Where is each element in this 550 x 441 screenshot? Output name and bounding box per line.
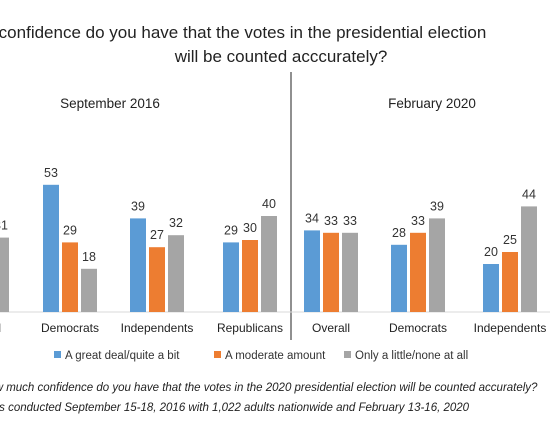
bar-september-2016-independents-a-moderate-amount (149, 247, 165, 312)
value-label-september-2016-republicans-only-a-little-none-at-all: 40 (262, 197, 276, 211)
bar-february-2020-independents-only-a-little-none-at-all (521, 206, 537, 312)
category-labels-group: Overall Democrats Independents Republicans O… (0, 321, 546, 335)
value-label-february-2020-independents-only-a-little-none-at-all: 44 (522, 187, 536, 201)
value-label-february-2020-democrats-a-moderate-amount: 33 (411, 214, 425, 228)
chart-title-line-1: How much confidence do you have that the… (0, 23, 486, 42)
value-label-september-2016-independents-a-moderate-amount: 27 (150, 228, 164, 242)
value-label-september-2016-democrats-a-moderate-amount: 29 (63, 223, 77, 237)
bar-february-2020-independents-a-moderate-amount (502, 252, 518, 312)
bar-september-2016-republicans-only-a-little-none-at-all (261, 216, 277, 312)
panel-label-sep-2016: September 2016 (60, 96, 160, 111)
value-label-september-2016-democrats-only-a-little-none-at-all: 18 (82, 250, 96, 264)
bar-february-2020-overall-only-a-little-none-at-all (342, 232, 358, 312)
value-label-february-2020-overall-a-moderate-amount: 33 (324, 214, 338, 228)
bar-february-2020-democrats-a-moderate-amount (410, 232, 426, 312)
bars-group (0, 184, 537, 312)
footnote-question: How much confidence do you have that the… (0, 382, 538, 394)
value-label-september-2016-independents-a-great-deal-quite-a-bit: 39 (131, 199, 145, 213)
value-label-september-2016-republicans-a-great-deal-quite-a-bit: 29 (224, 223, 238, 237)
category-label-democrats: Democrats (41, 321, 99, 335)
bar-september-2016-independents-only-a-little-none-at-all (168, 235, 184, 312)
legend: A great deal/quite a bit A moderate amoun… (54, 350, 468, 362)
value-label-february-2020-independents-a-moderate-amount: 25 (503, 233, 517, 247)
legend-label-only-a-little-none-at-all: Only a little/none at all (355, 350, 468, 362)
bar-february-2020-democrats-a-great-deal-quite-a-bit (391, 244, 407, 312)
value-label-february-2020-democrats-a-great-deal-quite-a-bit: 28 (392, 226, 406, 240)
category-label-republicans: Republicans (217, 321, 283, 335)
value-label-september-2016-overall-only-a-little-none-at-all: 31 (0, 219, 8, 233)
footnote-method: Polls conducted September 15-18, 2016 wi… (0, 402, 470, 414)
legend-swatch-a-moderate-amount (214, 351, 221, 358)
bar-september-2016-republicans-a-moderate-amount (242, 240, 258, 312)
bar-september-2016-republicans-a-great-deal-quite-a-bit (223, 242, 239, 312)
legend-label-a-moderate-amount: A moderate amount (225, 350, 326, 362)
bar-september-2016-democrats-a-moderate-amount (62, 242, 78, 312)
value-label-september-2016-democrats-a-great-deal-quite-a-bit: 53 (44, 166, 58, 180)
panel-label-feb-2020: February 2020 (388, 96, 476, 111)
legend-label-a-great-deal-quite-a-bit: A great deal/quite a bit (65, 350, 180, 362)
chart-title-line-2: will be counted acccurately? (174, 47, 388, 66)
value-label-february-2020-overall-a-great-deal-quite-a-bit: 34 (305, 211, 319, 225)
bar-february-2020-democrats-only-a-little-none-at-all (429, 218, 445, 312)
category-label-independents: Independents (474, 321, 547, 335)
value-label-february-2020-overall-only-a-little-none-at-all: 33 (343, 214, 357, 228)
category-label-overall: Overall (312, 321, 350, 335)
bar-february-2020-independents-a-great-deal-quite-a-bit (483, 264, 499, 312)
value-label-september-2016-republicans-a-moderate-amount: 30 (243, 221, 257, 235)
category-label-overall: Overall (0, 321, 1, 335)
category-label-democrats: Democrats (389, 321, 447, 335)
category-label-independents: Independents (121, 321, 194, 335)
bar-february-2020-overall-a-great-deal-quite-a-bit (304, 230, 320, 312)
bar-september-2016-democrats-only-a-little-none-at-all (81, 268, 97, 312)
bar-september-2016-independents-a-great-deal-quite-a-bit (130, 218, 146, 312)
bar-september-2016-overall-only-a-little-none-at-all (0, 237, 9, 312)
value-label-september-2016-independents-only-a-little-none-at-all: 32 (169, 216, 183, 230)
bar-february-2020-overall-a-moderate-amount (323, 232, 339, 312)
value-labels-group: 31 53 29 18 39 27 32 29 30 40 34 33 33 28 33 39 20 25 44 (0, 166, 536, 264)
legend-swatch-a-great-deal-quite-a-bit (54, 351, 61, 358)
legend-swatch-only-a-little-none-at-all (344, 351, 351, 358)
bar-september-2016-democrats-a-great-deal-quite-a-bit (43, 184, 59, 312)
value-label-february-2020-democrats-only-a-little-none-at-all: 39 (430, 199, 444, 213)
value-label-february-2020-independents-a-great-deal-quite-a-bit: 20 (484, 245, 498, 259)
